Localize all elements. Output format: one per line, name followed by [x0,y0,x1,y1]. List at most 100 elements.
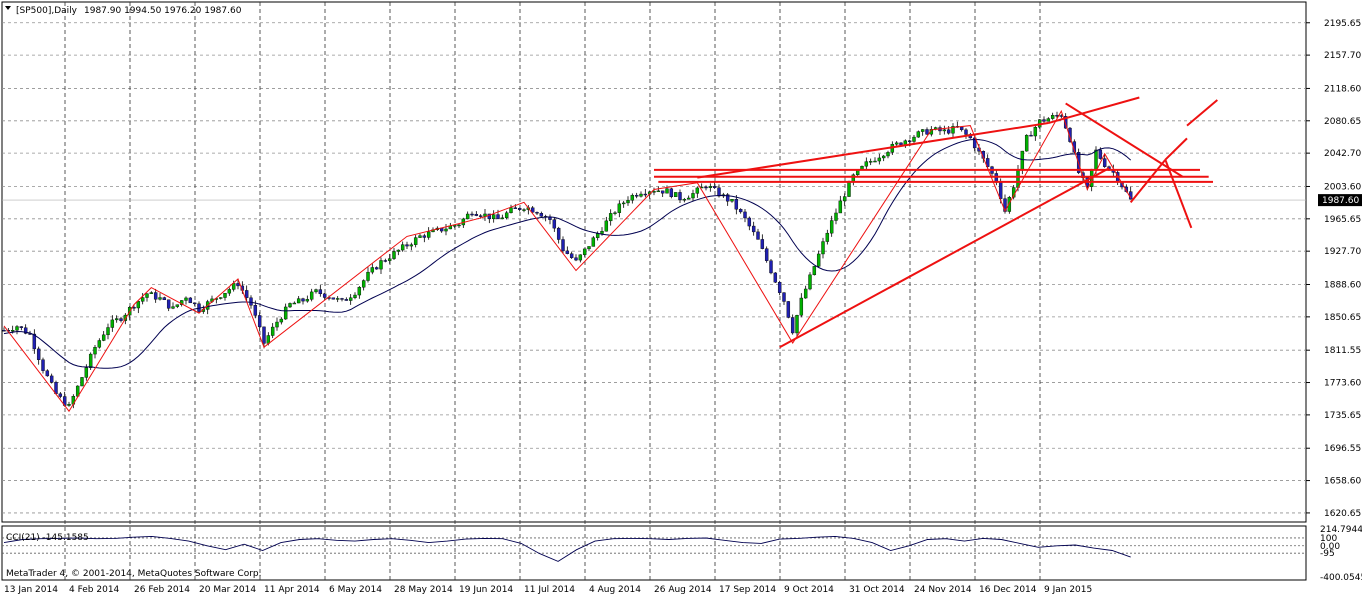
candle-body [283,306,288,320]
candle-body [678,192,682,201]
price-tick-label: 2195.65 [1324,19,1361,29]
grid [1,1,1307,581]
candle-body [621,202,626,205]
candle-body [244,290,249,299]
candle-body [49,375,54,383]
candle-body [309,291,314,300]
candle-body [816,253,821,267]
candle-body [604,220,609,232]
candle-body [821,241,825,255]
candle-body [756,231,760,240]
candle-body [405,244,409,247]
price-tick-label: 1658.60 [1324,477,1361,487]
candle-body [556,227,561,240]
candle-body [682,199,687,201]
candle-body [80,377,84,387]
candle-body [535,212,539,214]
candle-body [19,326,24,328]
candle-body [470,213,474,216]
candle-body [886,152,890,157]
candle-body [136,301,141,309]
candle-body [426,231,431,238]
candle-body [348,297,353,301]
chevron-down-icon[interactable] [5,6,11,10]
trendline-upper-channel[interactable] [697,122,1049,179]
candle-body [305,299,310,302]
candle-body [834,212,838,221]
candle-body [760,239,765,249]
candle-body [517,207,522,210]
candle-body [972,137,977,149]
candle-body [84,367,89,378]
date-tick-label: 9 Oct 2014 [784,585,834,595]
projection-down-arrow[interactable] [1164,159,1193,229]
candle-body [985,158,990,167]
candle-body [301,298,305,302]
candle-body [907,140,912,142]
candle-body [1007,197,1012,212]
price-tick-label: 1811.55 [1324,346,1361,356]
candle-body [149,292,154,294]
candle-body [474,214,479,216]
cci-scale-label: -400.0545 [1320,573,1362,583]
candle-body [613,212,617,214]
date-tick-label: 9 Jan 2015 [1044,585,1092,595]
candle-body [1094,149,1098,170]
candle-body [171,306,175,309]
date-tick-label: 24 Nov 2014 [914,585,972,595]
candle-body [1098,149,1103,159]
candle-body [114,318,119,321]
candle-body [773,272,778,283]
candle-body [370,267,375,273]
candle-body [522,209,526,211]
candle-body [383,260,388,262]
candle-body [847,181,851,197]
candle-body [335,298,340,300]
candle-body [266,335,271,344]
price-tick-label: 1965.65 [1324,215,1361,225]
candle-body [257,315,262,328]
candle-body [444,228,448,232]
projection-up-short[interactable] [1129,159,1167,203]
candle-body [803,288,808,299]
candle-body [942,129,947,132]
candle-body [478,215,483,217]
candle-body [119,318,123,321]
candle-body [1046,118,1051,122]
candle-body [106,327,110,336]
candle-body [409,244,414,247]
candle-body [595,233,600,238]
candle-body [829,220,834,234]
projection-up-long[interactable] [1164,137,1188,161]
candle-body [782,292,786,302]
candle-body [253,304,258,316]
candle-body [808,274,812,290]
candle-body [504,212,509,219]
candle-body [695,187,700,194]
date-tick-label: 31 Oct 2014 [849,585,905,595]
projection-up-arrow[interactable] [1186,99,1218,127]
trendline-lower-support[interactable] [779,167,1110,349]
candlesticks [2,111,1133,409]
candle-body [513,207,518,209]
trendline-upper-channel-ext[interactable] [1048,96,1140,125]
zigzag-line [3,109,1132,413]
candle-body [162,297,167,301]
ohlc-readout: 1987.90 1994.50 1976.20 1987.60 [84,6,242,16]
candle-body [500,217,505,220]
candle-body [166,299,171,309]
trendline-downtrend[interactable] [1065,102,1184,178]
price-tick-label: 1850.65 [1324,313,1361,323]
candle-body [665,188,669,194]
candle-body [58,393,63,397]
price-tick-label: 1773.60 [1324,379,1361,389]
trendline-drawings[interactable] [654,96,1218,349]
candle-body [738,209,743,213]
candle-body [422,235,427,238]
candle-body [691,193,695,199]
candle-body [704,186,708,189]
date-tick-label: 4 Aug 2014 [589,585,641,595]
